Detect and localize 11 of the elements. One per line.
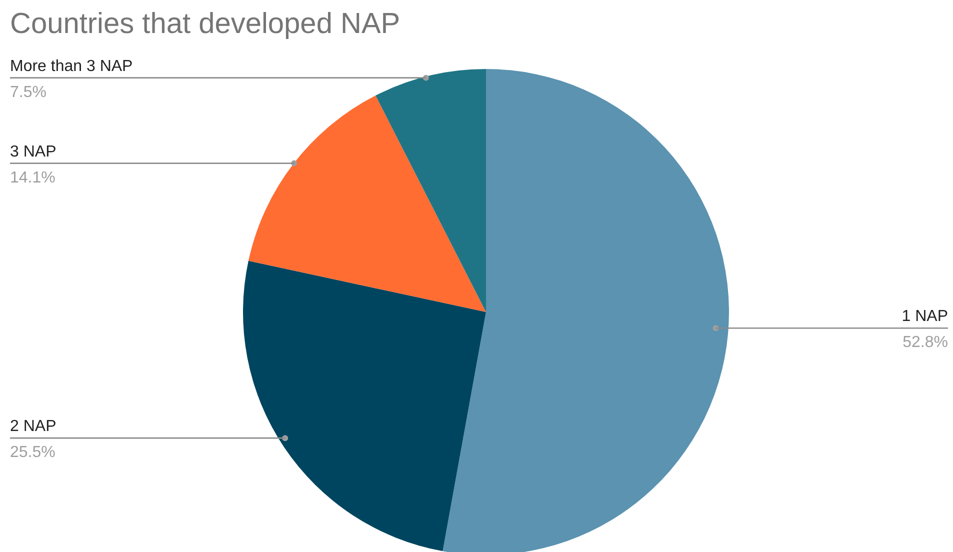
pie-slice xyxy=(376,69,486,312)
slice-label: 2 NAP xyxy=(10,418,56,436)
data-label: 52.8% xyxy=(902,334,948,352)
data-label: 25.5% xyxy=(10,444,56,462)
data-label: 7.5% xyxy=(10,84,46,101)
slice-label: 1 NAP xyxy=(902,308,948,326)
slice-label: 3 NAP xyxy=(10,143,56,160)
pie-slice xyxy=(248,96,486,312)
data-label: 14.1% xyxy=(10,169,56,186)
chart-title: Countries that developed NAP xyxy=(10,8,400,41)
slice-label: More than 3 NAP xyxy=(10,58,133,75)
